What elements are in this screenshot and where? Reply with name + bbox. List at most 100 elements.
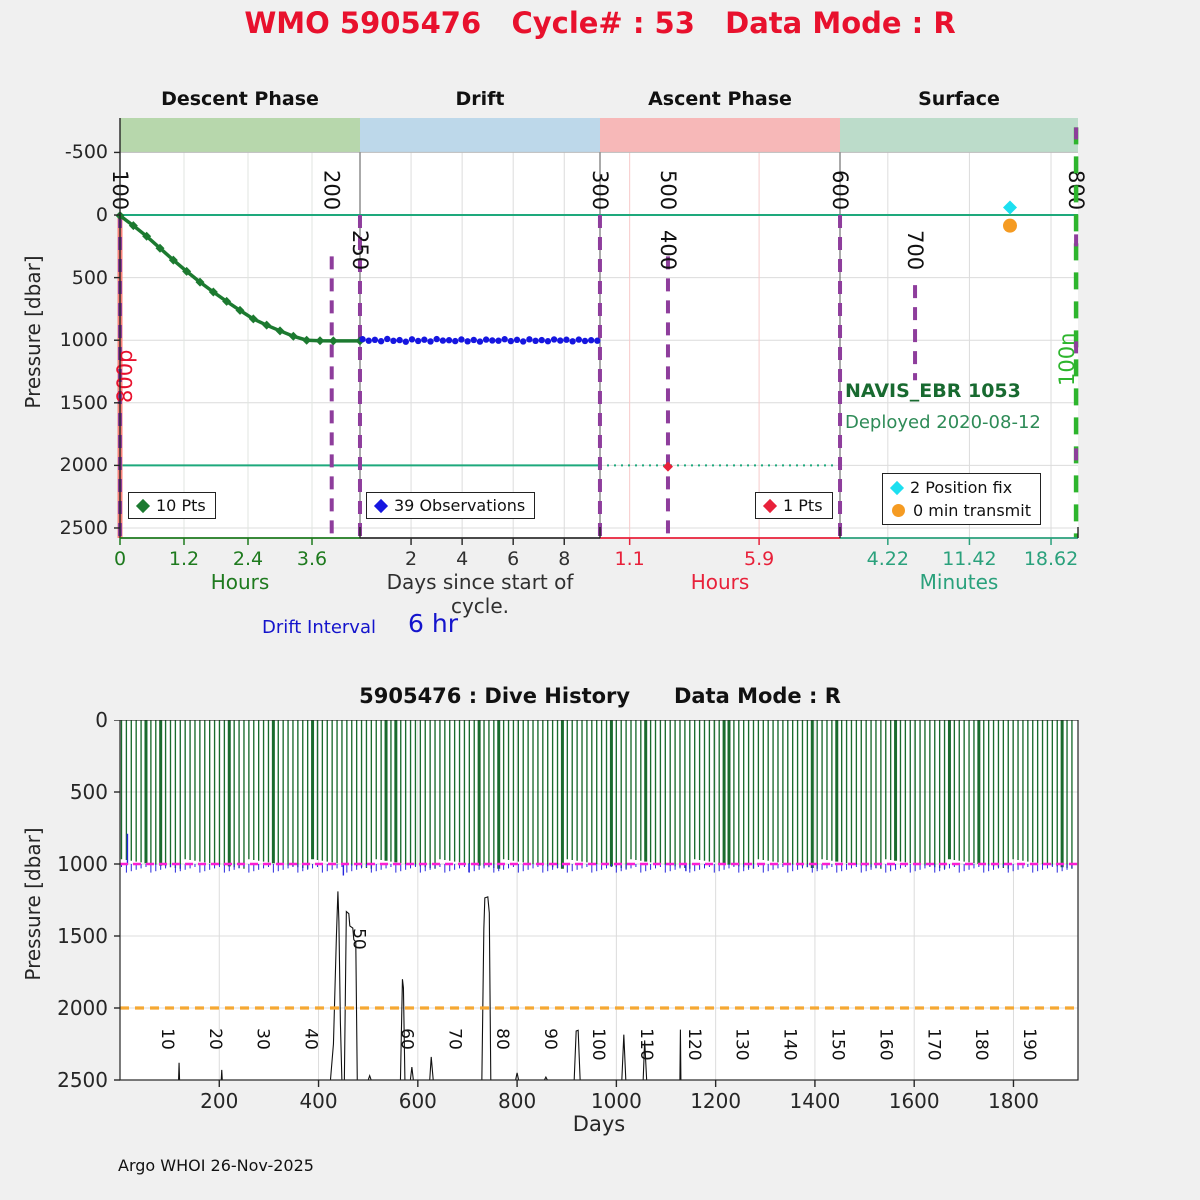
x-tick-label: 800 bbox=[498, 1089, 536, 1113]
drift-observation-marker bbox=[507, 337, 515, 345]
drift-observation-marker bbox=[544, 338, 552, 345]
drift-observation-marker bbox=[581, 337, 589, 345]
descent-series-marker bbox=[235, 305, 245, 315]
top-y-tick-label: 1500 bbox=[59, 391, 108, 414]
drift-observation-marker bbox=[538, 336, 545, 344]
x-tick-label: 4.22 bbox=[867, 548, 909, 570]
deployed-date-annotation: Deployed 2020-08-12 bbox=[845, 412, 1041, 433]
descent-series-marker bbox=[328, 336, 338, 346]
bottom-y-tick-label: 2000 bbox=[57, 996, 108, 1020]
drift-observation-marker bbox=[414, 337, 422, 345]
drift-observation-marker bbox=[390, 337, 397, 345]
phase-header-ascent: Ascent Phase bbox=[648, 88, 792, 110]
event-label: 800p bbox=[113, 350, 137, 403]
descent-series-marker bbox=[302, 335, 312, 345]
x-tick-label: 1200 bbox=[690, 1089, 741, 1113]
cycle-number-label: 180 bbox=[971, 1028, 991, 1060]
cycle-number-label: 140 bbox=[780, 1028, 800, 1060]
descent-series-marker bbox=[182, 266, 192, 276]
phase-band bbox=[840, 118, 1078, 153]
bottom-y-tick-label: 500 bbox=[69, 780, 108, 804]
descent-series-marker bbox=[288, 331, 298, 341]
legend-ascent: 1 Pts bbox=[755, 492, 833, 519]
x-tick-label: 1800 bbox=[988, 1089, 1039, 1113]
axis-caption-descent: Hours bbox=[210, 570, 270, 594]
cycle-number-label: 80 bbox=[492, 1028, 512, 1050]
cycle-number-label: 90 bbox=[540, 1028, 560, 1050]
x-tick-label: 5.9 bbox=[744, 548, 774, 570]
drift-observation-marker bbox=[476, 338, 484, 345]
cycle-number-label: 60 bbox=[396, 1028, 416, 1050]
deep-profile-trace bbox=[543, 1075, 548, 1081]
x-tick-label: 1600 bbox=[889, 1089, 940, 1113]
cycle-number-label: 130 bbox=[732, 1028, 752, 1060]
drift-observation-marker bbox=[569, 338, 576, 345]
descent-series-marker bbox=[248, 314, 258, 324]
x-tick-label: 1400 bbox=[789, 1089, 840, 1113]
deep-profile-trace bbox=[481, 896, 492, 1081]
drift-observation-marker bbox=[458, 336, 465, 343]
cycle-number-label: 10 bbox=[157, 1028, 177, 1050]
x-tick-label: 4 bbox=[456, 548, 468, 570]
axis-caption-drift: Days since start of cycle. bbox=[386, 570, 574, 618]
drift-observation-marker bbox=[396, 336, 403, 344]
drift-observation-marker bbox=[495, 337, 502, 344]
x-tick-label: 600 bbox=[399, 1089, 437, 1113]
drift-observation-marker bbox=[464, 338, 471, 345]
phase-header-drift: Drift bbox=[455, 88, 505, 110]
deep-profile-trace bbox=[367, 1073, 372, 1081]
position-fix-marker-icon bbox=[889, 480, 905, 495]
bottom-y-tick-label: 2500 bbox=[57, 1068, 108, 1092]
descent-marker-icon bbox=[135, 498, 151, 513]
drift-observation-marker bbox=[482, 336, 490, 343]
drift-interval-value: 6 hr bbox=[408, 609, 458, 638]
top-y-tick-label: 0 bbox=[95, 204, 108, 227]
page-title: WMO 5905476 Cycle# : 53 Data Mode : R bbox=[244, 6, 956, 40]
float-name-annotation: NAVIS_EBR 1053 bbox=[845, 380, 1021, 402]
drift-observation-marker bbox=[532, 337, 539, 345]
drift-observation-marker bbox=[501, 336, 508, 343]
deep-profile-trace bbox=[409, 1066, 414, 1081]
top-y-axis-label: Pressure [dbar] bbox=[21, 255, 45, 409]
event-label: 250 bbox=[348, 230, 372, 270]
drift-observation-marker bbox=[427, 338, 434, 345]
bottom-y-tick-label: 1000 bbox=[57, 852, 108, 876]
deep-profile-trace bbox=[329, 891, 343, 1081]
top-y-tick-label: 2000 bbox=[59, 454, 108, 477]
cycle-number-label: 70 bbox=[444, 1028, 464, 1050]
deep-profile-trace bbox=[621, 1034, 627, 1081]
ascent-series-marker bbox=[662, 461, 673, 472]
drift-observation-marker bbox=[384, 335, 391, 343]
top-y-tick-label: 1000 bbox=[59, 329, 108, 352]
drift-observation-marker bbox=[402, 338, 410, 345]
drift-marker-icon bbox=[373, 498, 389, 513]
phase-band bbox=[120, 118, 360, 153]
legend-transmit-label: 0 min transmit bbox=[913, 501, 1031, 520]
cycle-number-label: 110 bbox=[636, 1028, 656, 1060]
legend-position-fix-label: 2 Position fix bbox=[910, 478, 1013, 497]
drift-observation-marker bbox=[470, 336, 477, 344]
x-tick-label: 3.6 bbox=[297, 548, 327, 570]
event-label: 600 bbox=[828, 170, 852, 210]
event-label: 300 bbox=[588, 170, 612, 210]
descent-series-marker bbox=[142, 231, 152, 241]
drift-observation-marker bbox=[520, 338, 527, 345]
x-tick-label: 200 bbox=[200, 1089, 238, 1113]
top-y-tick-label: 500 bbox=[71, 266, 108, 289]
drift-observation-marker bbox=[526, 336, 533, 343]
drift-observation-marker bbox=[365, 337, 372, 344]
cycle-number-label: 170 bbox=[923, 1028, 943, 1060]
drift-observation-marker bbox=[489, 337, 496, 344]
drift-observation-marker bbox=[587, 337, 595, 344]
x-tick-label: 18.62 bbox=[1024, 548, 1078, 570]
cycle-number-label: 150 bbox=[828, 1028, 848, 1060]
plot-background bbox=[120, 720, 1078, 1080]
descent-series-marker bbox=[155, 243, 165, 253]
footer-credit: Argo WHOI 26-Nov-2025 bbox=[118, 1156, 314, 1175]
drift-observation-marker bbox=[439, 337, 447, 344]
deep-profile-trace bbox=[515, 1072, 520, 1081]
axis-caption-ascent: Hours bbox=[690, 570, 750, 594]
drift-observation-marker bbox=[557, 337, 564, 344]
top-y-tick-label: 2500 bbox=[59, 516, 108, 539]
legend-drift: 39 Observations bbox=[366, 492, 536, 519]
